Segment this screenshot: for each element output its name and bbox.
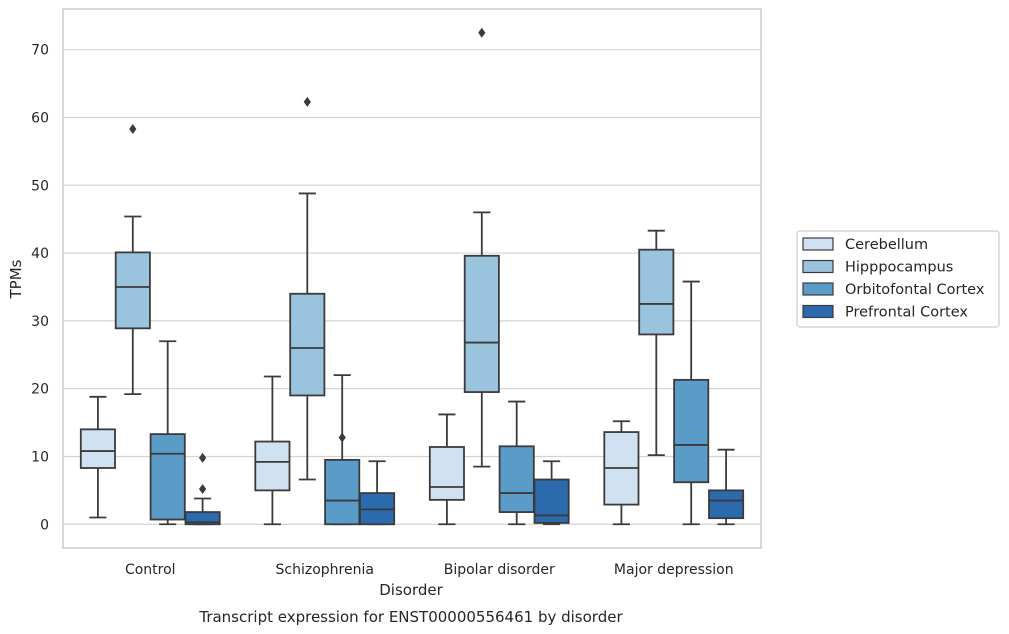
legend-label: Orbitofontal Cortex	[845, 282, 985, 298]
legend-label: Cerebellum	[845, 237, 928, 253]
legend-swatch	[802, 259, 834, 274]
plot-area-frame	[62, 8, 762, 549]
box-orbitofontal-cortex	[673, 280, 710, 526]
outlier-point	[199, 484, 207, 495]
y-tick-label: 20	[31, 382, 49, 398]
y-tick-label: 50	[31, 178, 49, 194]
x-tick-label: Major depression	[614, 562, 734, 578]
legend-swatch	[802, 237, 834, 251]
box-prefrontal-cortex	[184, 452, 221, 526]
y-tick-label: 70	[31, 43, 49, 59]
box-orbitofontal-cortex	[149, 340, 186, 526]
box-hipppocampus	[289, 96, 326, 481]
legend: Cerebellum Hipppocampus Orbitofontal Corte…	[796, 230, 1000, 328]
box-iqr	[673, 378, 710, 484]
box-iqr	[533, 478, 570, 524]
box-iqr	[79, 428, 116, 469]
outlier-point	[303, 96, 311, 107]
box-iqr	[149, 433, 186, 521]
box-iqr	[428, 446, 465, 501]
y-axis-title: TPMs	[7, 259, 25, 299]
y-axis-ticks: 0 10 20 30 40 50 60 70	[31, 43, 49, 534]
boxes	[79, 27, 745, 526]
box-prefrontal-cortex	[708, 448, 745, 526]
outlier-point	[129, 124, 137, 135]
y-tick-label: 40	[31, 246, 49, 262]
y-tick-label: 30	[31, 314, 49, 330]
y-tick-label: 60	[31, 110, 49, 126]
box-iqr	[289, 292, 326, 397]
box-orbitofontal-cortex	[498, 400, 535, 526]
box-iqr	[254, 440, 291, 492]
box-iqr	[184, 511, 221, 526]
outlier-point	[478, 27, 486, 38]
legend-swatch	[802, 282, 834, 296]
box-prefrontal-cortex	[359, 460, 396, 526]
y-tick-label: 10	[31, 449, 49, 465]
box-iqr	[638, 248, 675, 336]
box-hipppocampus	[114, 124, 151, 395]
x-axis-ticks: Control Schizophrenia Bipolar disorder Majo…	[125, 562, 734, 578]
x-tick-label: Bipolar disorder	[444, 562, 555, 578]
box-iqr	[114, 251, 151, 330]
box-cerebellum	[428, 413, 465, 526]
x-axis-title: Disorder	[379, 581, 443, 599]
chart-title: Transcript expression for ENST0000055646…	[198, 608, 623, 626]
box-iqr	[708, 489, 745, 520]
box-prefrontal-cortex	[533, 460, 570, 526]
y-tick-label: 0	[40, 517, 49, 533]
outlier-point	[338, 432, 346, 443]
box-orbitofontal-cortex	[324, 374, 361, 526]
box-cerebellum	[603, 420, 640, 526]
outlier-point	[199, 452, 207, 463]
legend-swatch	[802, 304, 834, 319]
legend-label: Hipppocampus	[845, 260, 953, 276]
x-tick-label: Schizophrenia	[276, 562, 374, 578]
x-tick-label: Control	[125, 562, 176, 578]
box-hipppocampus	[638, 229, 675, 457]
box-cerebellum	[254, 375, 291, 526]
box-cerebellum	[79, 395, 116, 519]
box-hipppocampus	[463, 27, 500, 468]
legend-label: Prefrontal Cortex	[845, 305, 968, 321]
box-iqr	[463, 254, 500, 393]
box-iqr	[498, 445, 535, 513]
box-iqr	[324, 458, 361, 526]
legend-frame	[796, 230, 1000, 328]
